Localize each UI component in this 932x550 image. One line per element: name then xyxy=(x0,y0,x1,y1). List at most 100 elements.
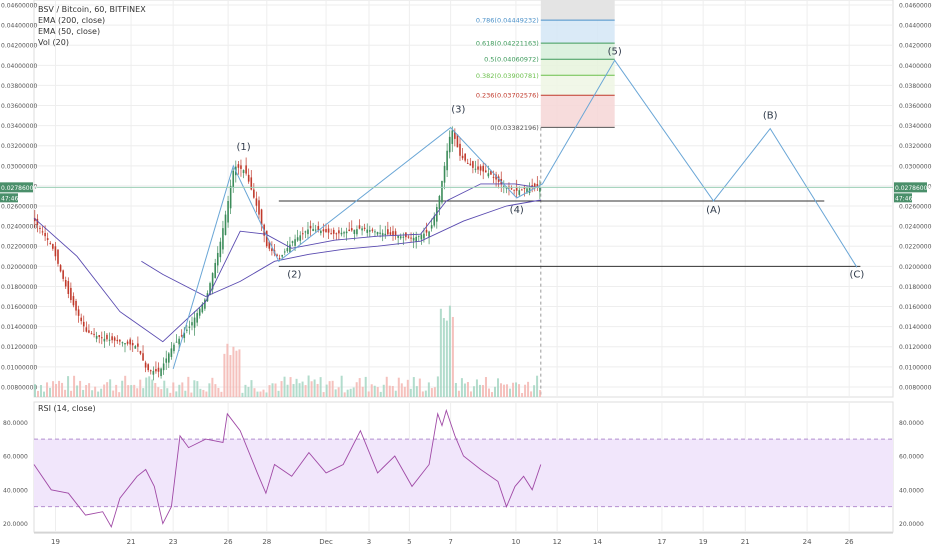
volume-bar xyxy=(58,380,61,397)
candle-body xyxy=(539,187,541,192)
volume-bar xyxy=(172,382,175,397)
candle-body xyxy=(495,174,497,180)
fib-level-label: 0.618(0.04221163) xyxy=(476,40,539,48)
candle-body xyxy=(271,248,273,252)
x-tick-label: 14 xyxy=(593,538,602,546)
candle-body xyxy=(371,229,374,231)
volume-bar xyxy=(217,387,220,397)
y-tick-label-right: 0.03200000 xyxy=(899,143,932,150)
volume-bar xyxy=(37,390,40,397)
candle-body xyxy=(487,173,490,177)
y-tick-label-left: 0.04000000 xyxy=(1,63,37,70)
volume-bar xyxy=(256,391,259,397)
x-tick-label: 26 xyxy=(845,538,854,546)
fib-zone xyxy=(540,43,615,60)
volume-bar xyxy=(412,377,415,397)
volume-bar xyxy=(533,385,536,397)
x-tick-label: 5 xyxy=(407,538,411,546)
x-tick-label: 28 xyxy=(262,538,271,546)
volume-bar xyxy=(226,343,229,397)
volume-bar xyxy=(61,382,64,397)
volume-bar xyxy=(512,382,515,397)
candle-body xyxy=(402,236,405,238)
volume-bar xyxy=(148,376,151,397)
candle-body xyxy=(479,166,482,171)
x-tick-label: 19 xyxy=(699,538,708,546)
candle-body xyxy=(338,230,340,234)
volume-bar xyxy=(421,391,424,397)
y-tick-label-right: 0.03600000 xyxy=(899,103,932,110)
y-tick-label-right: 0.01000000 xyxy=(899,364,932,371)
candle-body xyxy=(484,170,487,173)
elliott-label: (B) xyxy=(763,111,778,122)
candle-body xyxy=(75,300,77,311)
candle-body xyxy=(381,233,384,236)
volume-bar xyxy=(298,383,301,397)
candle-body xyxy=(340,232,343,235)
volume-bar xyxy=(518,384,521,397)
candle-body xyxy=(420,234,423,240)
volume-bar xyxy=(151,379,154,397)
volume-bar xyxy=(358,378,361,397)
candle-body xyxy=(320,230,322,234)
candle-body xyxy=(448,136,451,153)
elliott-label: (C) xyxy=(850,269,865,280)
candle-body xyxy=(245,165,247,174)
candle-body xyxy=(229,185,232,209)
volume-bar xyxy=(214,384,217,397)
candle-body xyxy=(162,363,165,371)
volume-bar xyxy=(400,383,403,397)
rsi-tick-label-left: 20.0000 xyxy=(3,521,28,528)
candle-body xyxy=(155,369,157,372)
candle-body xyxy=(291,241,294,243)
candle-body xyxy=(289,244,291,253)
volume-bar xyxy=(250,380,253,397)
candle-body xyxy=(227,201,229,223)
candle-body xyxy=(436,207,438,222)
elliott-wave-line[interactable] xyxy=(172,59,858,370)
candle-body xyxy=(77,309,80,316)
y-tick-label-left: 0.02400000 xyxy=(1,224,37,231)
volume-bar xyxy=(445,320,448,397)
volume-bar xyxy=(319,377,322,397)
candle-body xyxy=(196,313,198,323)
candle-body xyxy=(232,170,235,188)
volume-bar xyxy=(40,385,43,397)
elliott-label: (4) xyxy=(510,205,524,216)
candle-body xyxy=(322,229,325,232)
volume-bar xyxy=(370,384,373,397)
candle-body xyxy=(456,134,459,148)
candle-body xyxy=(126,341,129,344)
y-tick-label-left: 0.02600000 xyxy=(1,204,37,211)
volume-bar xyxy=(530,391,533,397)
candle-body xyxy=(149,370,152,372)
y-tick-label-left: 0.01600000 xyxy=(1,304,37,311)
volume-bar xyxy=(205,391,208,397)
price-pane xyxy=(33,0,894,398)
candle-body xyxy=(186,329,188,331)
volume-bar xyxy=(67,376,70,397)
volume-bar xyxy=(355,382,358,397)
volume-bar xyxy=(70,390,73,397)
candle-body xyxy=(412,237,415,241)
candle-body xyxy=(417,235,420,237)
candle-body xyxy=(193,317,196,328)
volume-bar xyxy=(373,385,376,397)
y-tick-label-left: 0.03200000 xyxy=(1,143,37,150)
candle-body xyxy=(34,218,36,222)
volume-bar xyxy=(436,376,439,397)
candle-body xyxy=(178,338,180,345)
volume-bar xyxy=(193,380,196,397)
candle-body xyxy=(459,143,461,156)
volume-bar xyxy=(334,389,337,397)
rsi-tick-label-left: 60.0000 xyxy=(3,454,28,461)
candle-body xyxy=(98,335,101,337)
candle-body xyxy=(283,251,286,253)
candle-body xyxy=(358,225,361,229)
elliott-label: (2) xyxy=(287,269,301,280)
volume-bar xyxy=(295,378,298,397)
x-tick-label: 26 xyxy=(224,538,233,546)
volume-bar xyxy=(274,383,277,397)
candle-body xyxy=(433,216,436,226)
